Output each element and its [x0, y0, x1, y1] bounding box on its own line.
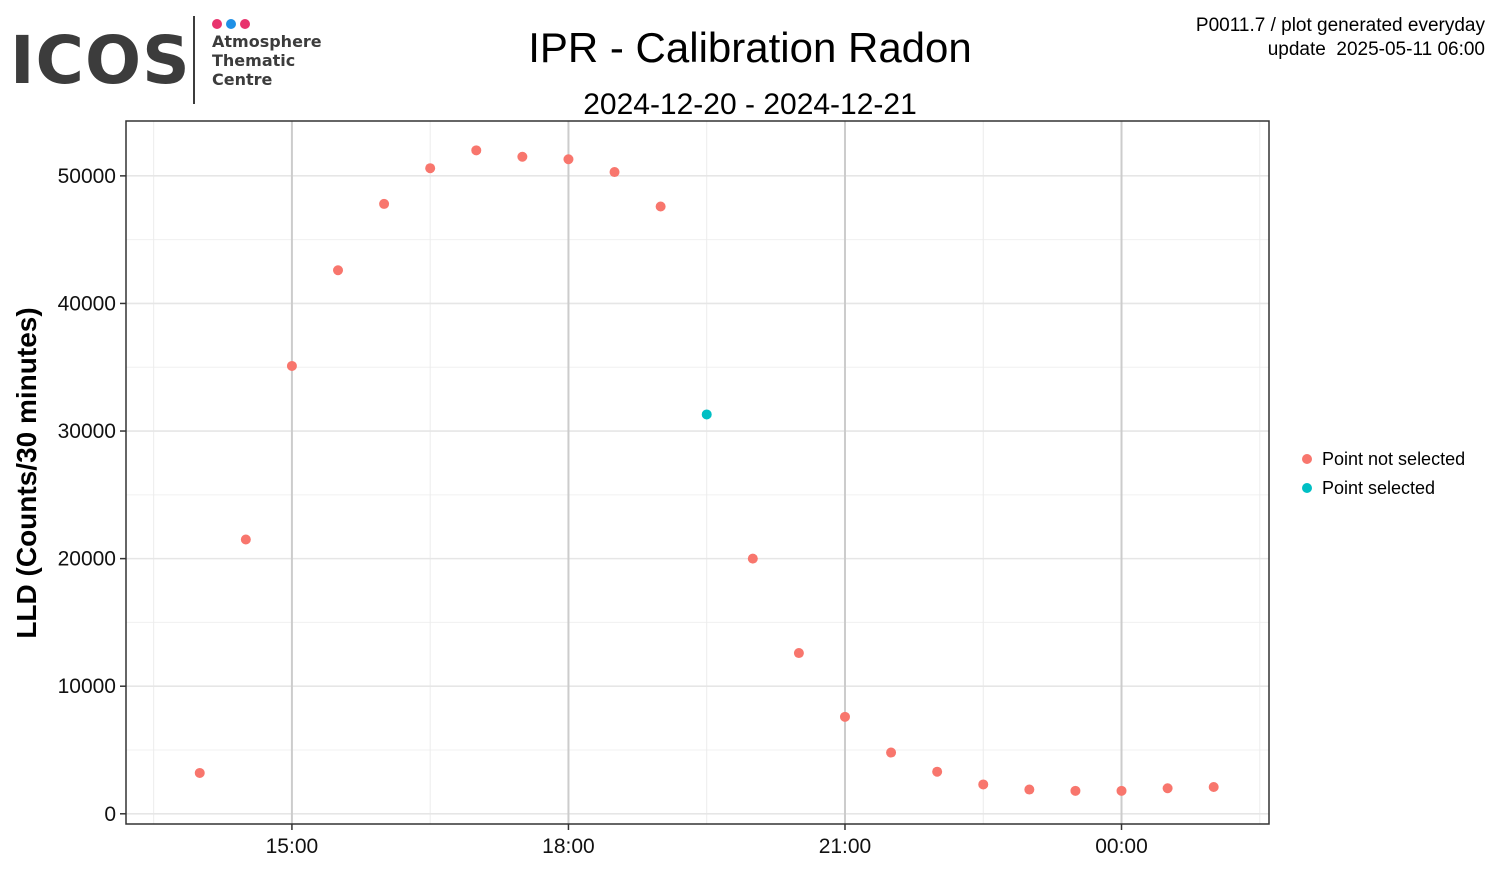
- data-point: [471, 145, 482, 156]
- logo-dots-icon: [212, 16, 254, 29]
- data-points: [194, 145, 1219, 796]
- y-tick-label: 20000: [58, 548, 116, 571]
- legend: Point not selected Point selected: [1302, 449, 1465, 498]
- data-point: [747, 553, 758, 564]
- data-point: [1162, 783, 1173, 794]
- logo-subtitle: Atmosphere Thematic Centre: [212, 32, 322, 89]
- legend-label: Point selected: [1322, 478, 1435, 498]
- data-point: [1208, 782, 1219, 792]
- minor-grid: [126, 121, 1269, 824]
- data-point: [609, 167, 620, 178]
- data-point: [379, 198, 390, 209]
- logo-line: Atmosphere: [212, 32, 322, 51]
- major-grid: [126, 121, 1269, 824]
- note-line: update 2025-05-11 06:00: [1267, 39, 1485, 60]
- logo-separator: [193, 16, 195, 104]
- x-tick-label: 00:00: [1095, 835, 1148, 858]
- data-point: [1070, 785, 1081, 796]
- legend-key: [1302, 483, 1312, 493]
- x-tick-label: 18:00: [542, 835, 595, 858]
- y-tick-label: 50000: [58, 165, 116, 188]
- y-axis-label: LLD (Counts/30 minutes): [11, 307, 42, 638]
- data-point: [517, 151, 528, 162]
- chart-subtitle: 2024-12-20 - 2024-12-21: [583, 88, 917, 121]
- data-point: [655, 201, 666, 212]
- note-line: P0011.7 / plot generated everyday: [1195, 15, 1485, 36]
- logo-wordmark: ICOS: [10, 22, 191, 99]
- logo-dot: [212, 19, 222, 29]
- data-point: [425, 163, 436, 174]
- data-point: [563, 154, 574, 165]
- logo-dot: [226, 19, 236, 29]
- x-tick-label: 15:00: [266, 835, 319, 858]
- data-point: [701, 409, 712, 420]
- data-point: [932, 766, 943, 777]
- data-point: [839, 711, 850, 722]
- icos-logo: ICOS Atmosphere Thematic Centre: [10, 14, 330, 106]
- y-tick-label: 30000: [58, 420, 116, 443]
- x-tick-label: 21:00: [819, 835, 872, 858]
- data-point: [286, 360, 297, 371]
- data-point: [978, 779, 989, 790]
- data-point: [886, 747, 897, 758]
- generation-note: P0011.7 / plot generated everyday update …: [1196, 14, 1485, 62]
- y-axis: 0 10000 20000 30000 40000 50000: [58, 165, 126, 826]
- plot-panel-border: [125, 120, 1270, 825]
- logo-dot: [240, 19, 250, 29]
- data-point: [1024, 784, 1035, 795]
- x-axis: 15:00 18:00 21:00 00:00: [266, 824, 1148, 858]
- data-point: [1116, 785, 1127, 796]
- data-point: [240, 534, 251, 545]
- data-point: [194, 767, 205, 778]
- data-point: [333, 265, 344, 276]
- y-tick-label: 0: [104, 803, 116, 826]
- logo-line: Thematic: [212, 51, 296, 70]
- y-tick-label: 40000: [58, 292, 116, 315]
- legend-key: [1302, 454, 1312, 464]
- y-tick-label: 10000: [58, 675, 116, 698]
- legend-label: Point not selected: [1322, 449, 1465, 469]
- data-point: [793, 648, 804, 659]
- chart-title: IPR - Calibration Radon: [528, 24, 972, 71]
- logo-line: Centre: [212, 70, 273, 89]
